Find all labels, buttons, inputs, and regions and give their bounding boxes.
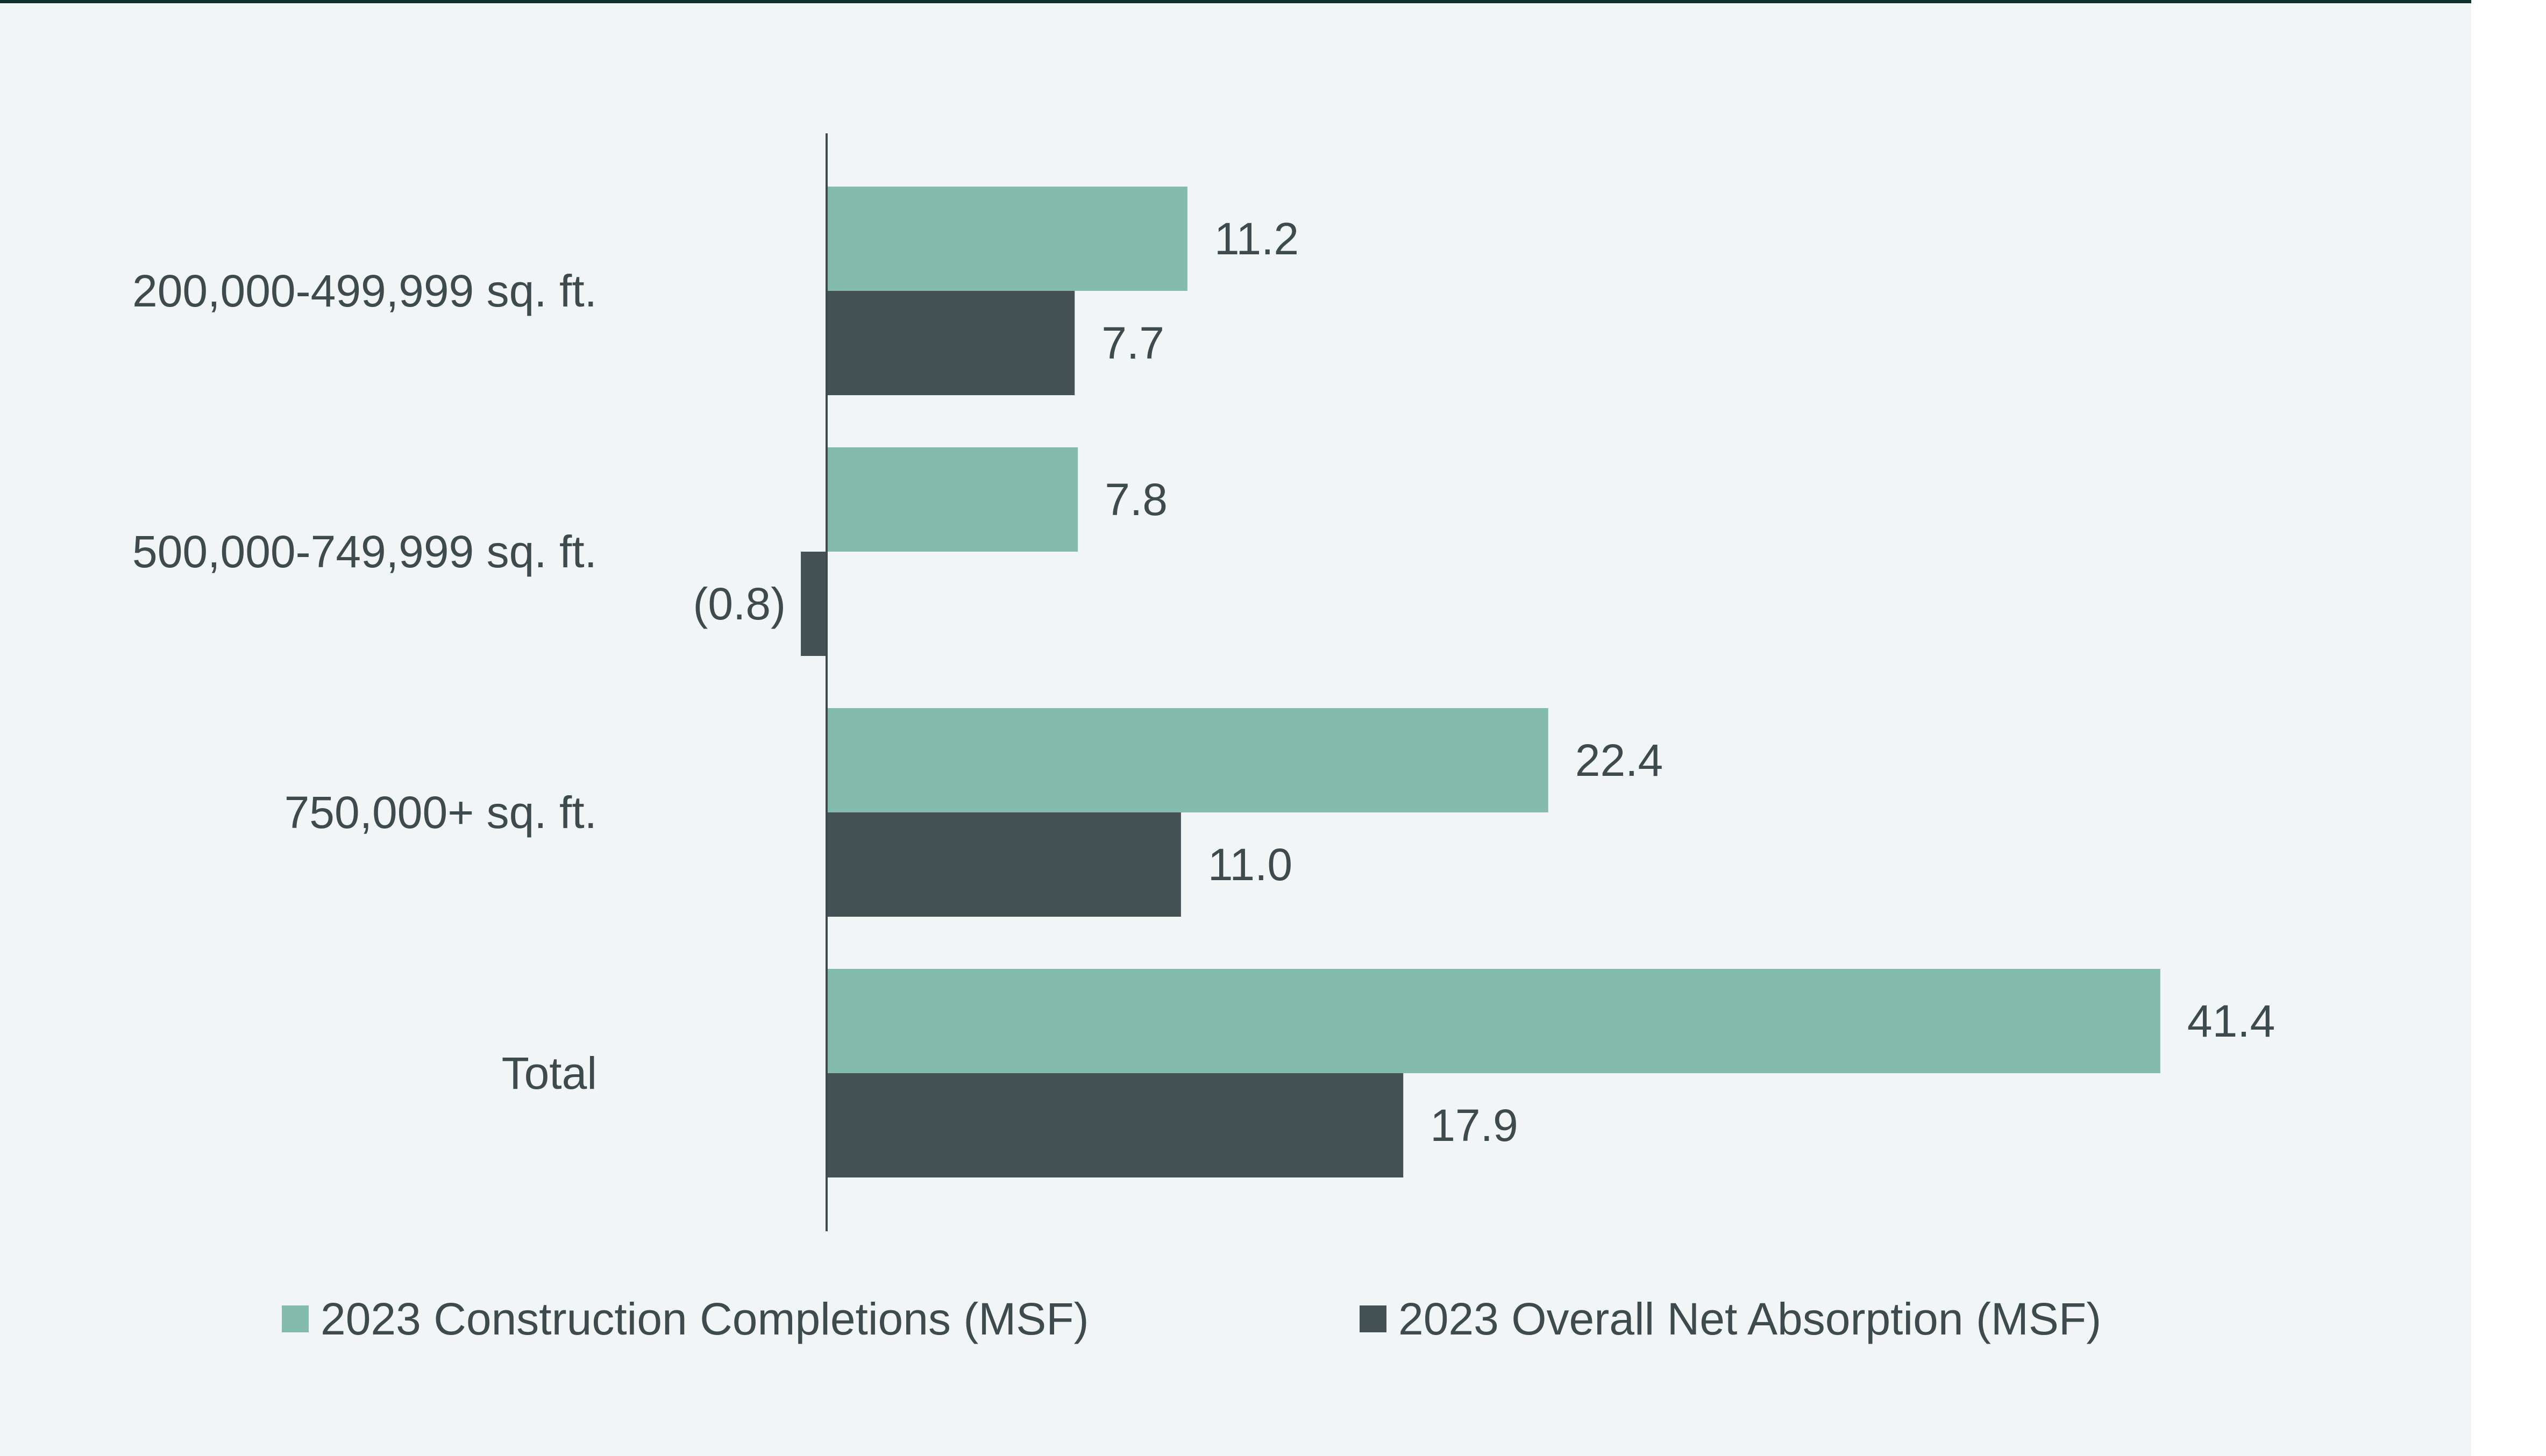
completions-bar xyxy=(827,969,2160,1073)
data-label: 41.4 xyxy=(2187,996,2275,1046)
absorption-bar xyxy=(827,291,1075,395)
value-labels: 11.2 7.7 7.8 (0.8) 22.4 11.0 41.4 17.9 xyxy=(693,213,2275,1151)
category-label: 500,000-749,999 sq. ft. xyxy=(132,526,597,577)
data-label: 22.4 xyxy=(1575,735,1663,786)
completions-bar xyxy=(827,447,1078,552)
data-label: 7.8 xyxy=(1105,474,1168,525)
top-rule xyxy=(0,0,2471,3)
bars xyxy=(801,187,2160,1177)
category-labels: 200,000-499,999 sq. ft. 500,000-749,999 s… xyxy=(132,266,597,1098)
absorption-bar xyxy=(827,812,1181,917)
absorption-bar xyxy=(801,552,827,656)
completions-bar xyxy=(827,708,1548,812)
legend-label-completions: 2023 Construction Completions (MSF) xyxy=(321,1294,1089,1344)
category-label: 200,000-499,999 sq. ft. xyxy=(132,266,597,316)
legend-label-absorption: 2023 Overall Net Absorption (MSF) xyxy=(1398,1294,2101,1344)
category-label: Total xyxy=(502,1048,597,1098)
data-label: 17.9 xyxy=(1430,1100,1518,1151)
completions-bar xyxy=(827,187,1187,291)
legend-swatch-completions xyxy=(282,1305,309,1332)
data-label: 11.0 xyxy=(1208,839,1292,890)
data-label: 7.7 xyxy=(1101,318,1164,368)
legend: 2023 Construction Completions (MSF) 2023 … xyxy=(282,1294,2101,1344)
data-label: 11.2 xyxy=(1214,213,1299,264)
legend-swatch-absorption xyxy=(1360,1305,1386,1332)
category-label: 750,000+ sq. ft. xyxy=(285,787,597,838)
data-label: (0.8) xyxy=(693,579,786,629)
absorption-bar xyxy=(827,1073,1404,1177)
